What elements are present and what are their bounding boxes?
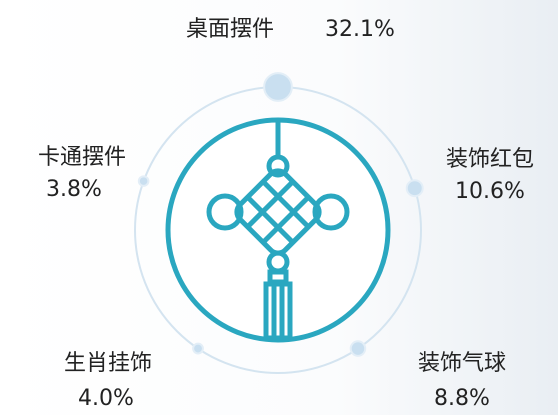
value-dot — [137, 175, 150, 187]
value-label: 8.8% — [434, 386, 490, 411]
value-label: 10.6% — [455, 179, 525, 204]
category-label: 卡通摆件 — [38, 145, 126, 170]
category-label: 生肖挂饰 — [64, 351, 152, 376]
value-dot — [405, 179, 424, 198]
category-label: 装饰气球 — [418, 351, 506, 376]
value-label: 3.8% — [46, 177, 102, 202]
knot-emblem — [165, 117, 391, 343]
value-dot — [263, 72, 293, 102]
value-label: 32.1% — [325, 17, 395, 42]
value-dot — [192, 342, 204, 355]
category-label: 桌面摆件 — [186, 17, 274, 42]
value-label: 4.0% — [78, 386, 134, 411]
category-label: 装饰红包 — [446, 147, 534, 172]
value-dot — [349, 340, 367, 357]
